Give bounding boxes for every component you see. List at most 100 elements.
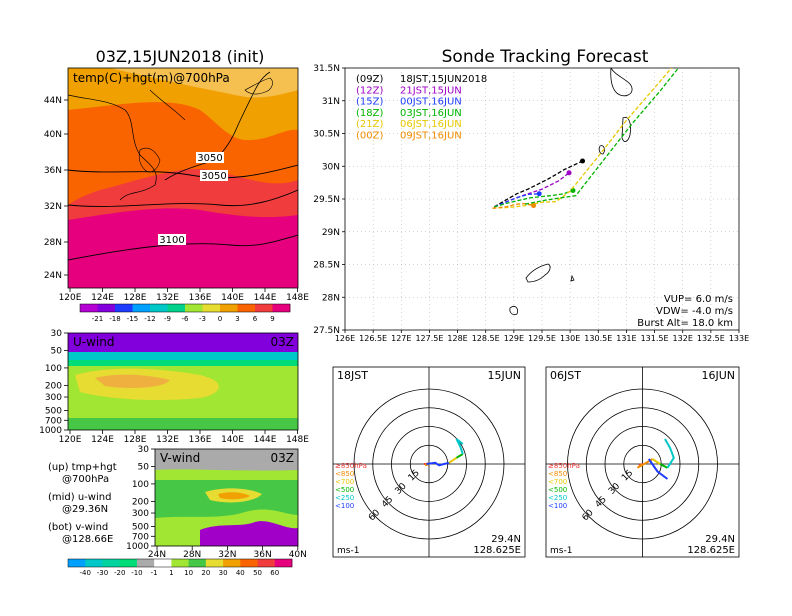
hodo-lat: 29.4N: [705, 534, 735, 545]
uwind-label: U-wind: [73, 335, 114, 349]
track-lon-label: 127E: [391, 334, 411, 343]
map-lat-label: 40N: [44, 130, 62, 140]
hodo-unit: ms-1: [337, 546, 359, 556]
temp-colorbar-cell: [167, 304, 186, 312]
track-lat-label: 29N: [322, 228, 340, 238]
track-lat-label: 27.5N: [313, 326, 340, 336]
vwind-lat-label: 32N: [218, 550, 236, 560]
vwind-fill-top: [155, 449, 298, 471]
track-series: [492, 68, 680, 209]
hodo-time: 18JST: [337, 369, 368, 382]
track-lat-label: 30N: [322, 162, 340, 172]
coast-islet: [570, 274, 575, 282]
contour-3050: [68, 164, 298, 179]
temp-colorbar-label: 9: [270, 315, 274, 323]
vwind-lat-label: 40N: [289, 550, 307, 560]
track-legend: (09Z) 18JST,15JUN2018 (12Z) 21JST,15JUN (15Z…: [356, 74, 487, 142]
track-lon-label: 126E: [335, 334, 355, 343]
pressure-label: 100: [132, 480, 149, 490]
track-lon-label: 133E: [729, 334, 749, 343]
temp-colorbar-label: 6: [253, 315, 258, 323]
wind-colorbar-cell: [119, 559, 138, 567]
wind-colorbar-label: -40: [80, 569, 91, 577]
uwind-fill-cyan: [68, 352, 298, 362]
uwind-lon-label: 120E: [59, 435, 82, 445]
wind-colorbar-cell: [274, 559, 293, 567]
track-lat-label: 29.5N: [313, 195, 340, 205]
map-lat-label: 28N: [44, 238, 62, 248]
track-line-4: [492, 68, 673, 209]
temp-colorbar-cell: [150, 304, 168, 312]
pressure-label: 200: [132, 497, 149, 507]
legend-code: (21Z): [356, 119, 383, 130]
track-lon-label: 128.5E: [472, 334, 500, 343]
track-end-marker: [580, 158, 586, 164]
hodo-time: 06JST: [550, 369, 581, 382]
map-lat-label: 24N: [44, 271, 62, 281]
legend-text: 03JST,16JUN: [400, 108, 462, 119]
hodo-date: 16JUN: [701, 369, 735, 382]
map-lon-label: 136E: [189, 293, 212, 303]
wind-colorbar-label: -10: [131, 569, 142, 577]
temp-colorbar-label: -18: [109, 315, 120, 323]
pressure-label: 500: [132, 523, 149, 533]
map-lon-label: 132E: [156, 293, 179, 303]
map-lon-label: 148E: [286, 293, 309, 303]
temp-colorbar-label: -15: [127, 315, 138, 323]
legend-text: 21JST,15JUN: [400, 85, 462, 96]
temp-colorbar-cell: [97, 304, 116, 312]
map-frame: [67, 67, 299, 289]
pressure-label: 1000: [126, 542, 149, 552]
legend-code: (18Z): [356, 108, 383, 119]
coast-peninsula: [138, 147, 161, 173]
legend-code: (00Z): [356, 131, 383, 142]
hodo-level-label: <500: [548, 486, 567, 494]
track-lat-label: 31.5N: [313, 64, 340, 74]
wind-colorbar-cell: [223, 559, 241, 567]
vwind-fill-core: [218, 492, 250, 500]
note-up-1: (up) tmp+hgt: [48, 462, 117, 473]
contour-label-1: 3050: [197, 153, 222, 164]
coast-yakushima: [598, 145, 605, 155]
pressure-label: 300: [132, 509, 149, 519]
hodo-lon: 128.625E: [473, 545, 521, 556]
coast-hokkaido: [244, 77, 273, 95]
hodo-trace: [426, 461, 450, 467]
wind-colorbar-label: 60: [270, 569, 279, 577]
hodo-date: 15JUN: [487, 369, 521, 382]
map-lon-ticks: 120E 124E 128E 132E 136E 140E 144E 148E: [59, 288, 309, 303]
right-title: Sonde Tracking Forecast: [442, 47, 649, 67]
legend-text: 09JST,16JUN: [400, 131, 462, 142]
map-lat-ticks: 44N 40N 36N 32N 28N 24N: [44, 96, 68, 281]
uwind-fill-core: [95, 374, 170, 388]
track-line-5: [492, 202, 534, 209]
vwind-lat-ticks: 24N 28N 32N 36N 40N: [148, 546, 307, 560]
hodo-level-label: ≥850hPa: [335, 462, 367, 470]
uwind-lon-label: 136E: [189, 435, 212, 445]
wind-colorbar-cell: [68, 559, 86, 567]
uwind-lon-label: 140E: [221, 435, 244, 445]
vwind-fill-mid: [155, 469, 298, 480]
hodo-level-label: <250: [335, 494, 354, 502]
pressure-label: 300: [45, 393, 62, 403]
temp-colorbar-cell: [220, 304, 238, 312]
pressure-label: 30: [51, 329, 63, 339]
uwind-time: 03Z: [271, 335, 295, 349]
temp-colorbar-cell: [115, 304, 133, 312]
uwind-lon-label: 148E: [286, 435, 309, 445]
track-lat-label: 28.5N: [313, 261, 340, 271]
temp-colorbar-label: -3: [199, 315, 206, 323]
left-title: 03Z,15JUN2018 (init): [96, 47, 265, 66]
pressure-label: 200: [45, 381, 62, 391]
pressure-label: 100: [45, 364, 62, 374]
legend-text: 18JST,15JUN2018: [400, 74, 487, 85]
track-lon-label: 131.5E: [641, 334, 669, 343]
vdw-text: VDW= -4.0 m/s: [656, 306, 733, 317]
map-lon-label: 128E: [124, 293, 147, 303]
